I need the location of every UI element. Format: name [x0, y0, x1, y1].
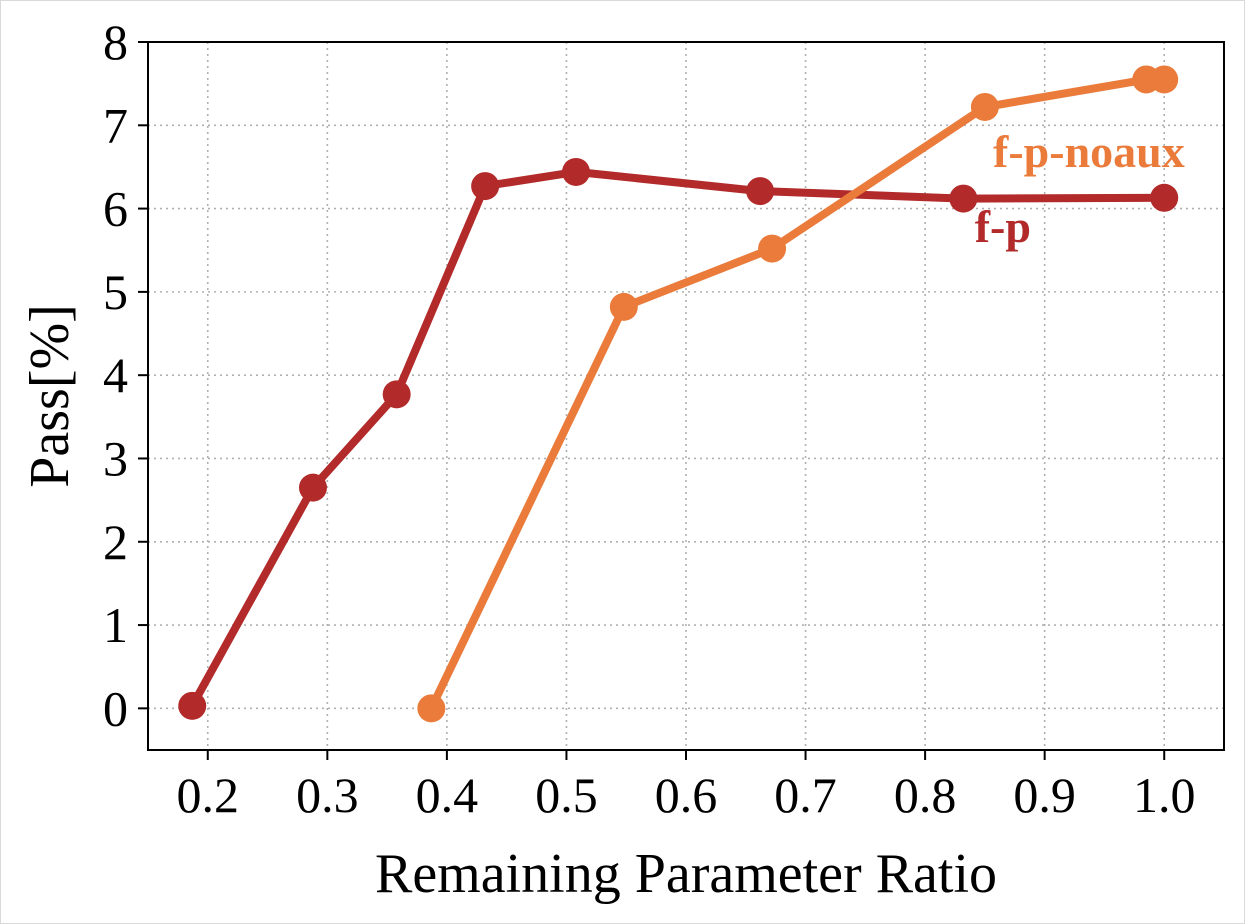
- series-f-p-point: [298, 473, 327, 502]
- y-axis-label: Pass[%]: [19, 304, 81, 488]
- series-f-p-label: f-p: [975, 201, 1031, 252]
- y-tick-label: 1: [103, 597, 128, 653]
- y-tick-label: 5: [103, 264, 128, 320]
- x-tick-label: 1.0: [1133, 767, 1196, 823]
- x-tick-label: 0.5: [535, 767, 598, 823]
- series-group: [178, 65, 1179, 723]
- series-f-p: [178, 157, 1179, 720]
- series-f-p-point: [178, 691, 207, 720]
- x-tick-label: 0.9: [1013, 767, 1076, 823]
- y-tick-label: 2: [103, 514, 128, 570]
- series-f-p-point: [471, 172, 500, 201]
- grid: [148, 42, 1224, 750]
- series-f-p-point: [949, 184, 978, 213]
- y-tick-label: 8: [103, 14, 128, 70]
- x-tick-label: 0.6: [655, 767, 718, 823]
- x-tick-label: 0.4: [416, 767, 479, 823]
- y-tick-label: 0: [103, 680, 128, 736]
- x-tick-label: 0.7: [774, 767, 837, 823]
- series-f-p-noaux: [417, 65, 1179, 723]
- series-f-p-noaux-label: f-p-noaux: [993, 126, 1185, 177]
- series-f-p-point: [382, 380, 411, 409]
- series-f-p-noaux-point: [970, 92, 999, 121]
- series-f-p-noaux-point: [1150, 65, 1179, 94]
- y-tick-label: 6: [103, 181, 128, 237]
- series-f-p-noaux-point: [609, 292, 638, 321]
- x-tick-label: 0.3: [296, 767, 359, 823]
- y-tick-label: 3: [103, 430, 128, 486]
- series-labels: f-p f-p-noaux: [975, 126, 1185, 252]
- axis-ticks: 0.2 0.3 0.4 0.5 0.6 0.7 0.8 0.9 1.0 0 1 2 3 4 5 6 7 8: [103, 14, 1195, 823]
- x-tick-label: 0.8: [894, 767, 957, 823]
- series-f-p-noaux-point: [758, 234, 787, 263]
- y-tick-label: 7: [103, 97, 128, 153]
- y-tick-label: 4: [103, 347, 128, 403]
- series-f-p-line: [188, 167, 1169, 710]
- series-f-p-point: [746, 177, 775, 206]
- x-tick-label: 0.2: [177, 767, 240, 823]
- series-f-p-point: [562, 157, 591, 186]
- series-f-p-point: [1150, 183, 1179, 212]
- x-axis-label: Remaining Parameter Ratio: [375, 843, 997, 905]
- series-f-p-noaux-point: [417, 694, 446, 723]
